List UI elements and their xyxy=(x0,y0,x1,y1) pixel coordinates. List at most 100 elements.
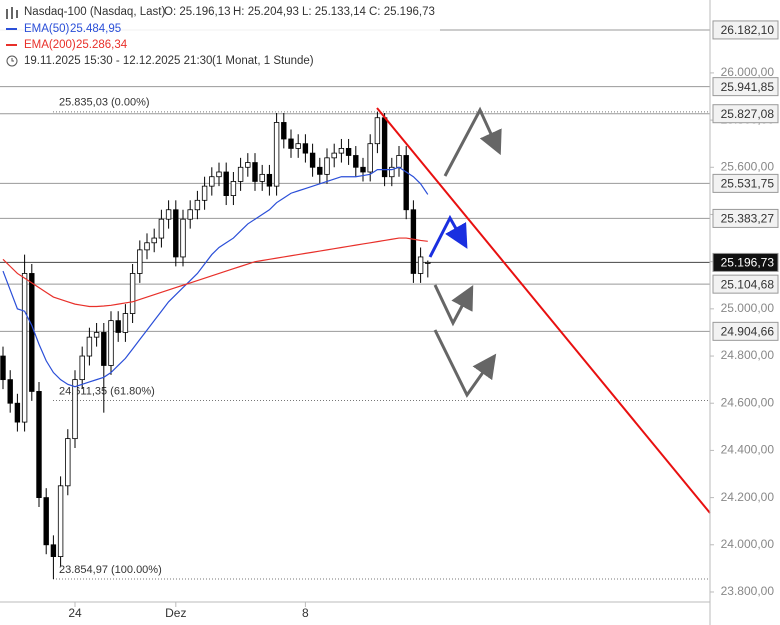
candle-body xyxy=(50,544,57,557)
fib-label: 24.611,35 (61.80%) xyxy=(59,385,155,397)
level-label: 25.104,68 xyxy=(721,277,775,291)
candle-body xyxy=(93,332,100,338)
candle-body xyxy=(317,166,323,175)
candle-body xyxy=(173,209,179,258)
candle-body xyxy=(57,485,64,557)
candle-body xyxy=(165,209,172,220)
level-label: 25.941,85 xyxy=(721,80,775,94)
ema-line xyxy=(2,237,428,308)
x-tick-label: 24 xyxy=(68,606,82,620)
legend: Nasdaq-100 (Nasdaq, Last) O: 25.196,13 H… xyxy=(0,0,440,68)
y-tick-label: 23.800,00 xyxy=(721,584,775,598)
arrow xyxy=(433,329,497,398)
candle-body xyxy=(302,143,309,154)
candle-body xyxy=(288,138,294,149)
candle-body xyxy=(252,162,258,182)
legend-value: 25.286,34 xyxy=(76,39,128,51)
level-label: 25.827,08 xyxy=(721,107,775,121)
candle-body xyxy=(425,262,431,264)
ema-line xyxy=(2,166,429,388)
arrow xyxy=(443,106,502,177)
level-box xyxy=(712,20,779,40)
level-box xyxy=(712,321,779,341)
y-tick-label: 24.400,00 xyxy=(721,443,775,457)
icon xyxy=(11,58,14,62)
icon xyxy=(6,7,18,19)
candle-body xyxy=(180,218,186,258)
level-box xyxy=(712,104,779,124)
y-tick-label: 26.000,00 xyxy=(721,65,775,79)
candle-body xyxy=(122,313,129,333)
y-tick-label: 24.200,00 xyxy=(721,490,775,504)
legend-label: EMA(200) xyxy=(24,39,76,51)
candle-body xyxy=(396,155,402,168)
candle-body xyxy=(216,171,222,178)
candle-body xyxy=(345,148,352,156)
y-tick-label: 25.000,00 xyxy=(721,301,775,315)
level-label: 26.182,10 xyxy=(721,23,775,37)
candle-body xyxy=(367,143,373,173)
candle-body xyxy=(281,122,287,140)
candle-body xyxy=(374,117,381,145)
legend-bg xyxy=(0,0,440,68)
level-box xyxy=(712,274,779,294)
ohlc: O: 25.196,13 xyxy=(164,6,231,18)
candle-body xyxy=(410,209,417,274)
candle-body xyxy=(360,166,366,173)
candle-body xyxy=(417,256,424,274)
y-tick-label: 24.600,00 xyxy=(721,395,775,409)
ohlc: C: 25.196,73 xyxy=(369,6,435,18)
candle-body xyxy=(331,152,337,159)
candle-body xyxy=(72,379,78,440)
level-label: 25.196,73 xyxy=(721,256,775,270)
candle-body xyxy=(353,155,359,168)
candle-body xyxy=(389,166,395,178)
level-label: 25.531,75 xyxy=(721,177,775,191)
y-tick-label: 25.600,00 xyxy=(721,159,775,173)
x-tick-label: 8 xyxy=(302,606,309,620)
candle-body xyxy=(108,320,114,366)
candle-body xyxy=(266,173,273,187)
legend-value: 25.484,95 xyxy=(70,23,121,35)
ohlc: L: 25.133,14 xyxy=(302,6,367,18)
x-tick-label: Dez xyxy=(165,606,186,620)
candle-body xyxy=(245,162,251,168)
candle-body xyxy=(273,122,280,187)
icon xyxy=(6,55,18,67)
candle-body xyxy=(65,438,71,487)
ohlc: H: 25.204,93 xyxy=(233,6,299,18)
candle-body xyxy=(21,273,28,423)
candle-body xyxy=(338,148,345,154)
candle-body xyxy=(79,355,85,381)
candle-body xyxy=(309,152,316,168)
candle-body xyxy=(0,355,6,381)
level-label: 24.904,66 xyxy=(721,325,775,339)
candle-body xyxy=(230,181,237,196)
candle-body xyxy=(101,332,107,366)
legend-title: Nasdaq-100 (Nasdaq, Last) xyxy=(24,6,165,18)
candle-body xyxy=(151,237,157,244)
candle-body xyxy=(137,249,143,274)
candle-body xyxy=(381,117,388,178)
level-box xyxy=(712,77,779,97)
candle-body xyxy=(14,402,21,423)
y-tick-label: 24.800,00 xyxy=(721,348,775,362)
candle-body xyxy=(144,242,150,251)
level-box xyxy=(712,173,779,193)
level-box xyxy=(712,208,779,228)
candle-body xyxy=(201,185,208,201)
candle-body xyxy=(43,497,49,546)
candle-body xyxy=(129,273,136,314)
candle-body xyxy=(209,176,215,187)
level-box xyxy=(712,252,779,272)
levels: 25.835,03 (0.00%) 24.611,35 (61.80%) 23.85… xyxy=(0,29,710,580)
legend-label: EMA(50) xyxy=(24,23,70,35)
plot xyxy=(0,111,431,580)
date-range: 19.11.2025 15:30 - 12.12.2025 21:30 xyxy=(24,55,212,67)
candle-body xyxy=(403,155,409,211)
candle-body xyxy=(86,336,93,357)
candle-body xyxy=(259,173,265,182)
trendline xyxy=(376,107,711,514)
arrow xyxy=(428,214,468,258)
